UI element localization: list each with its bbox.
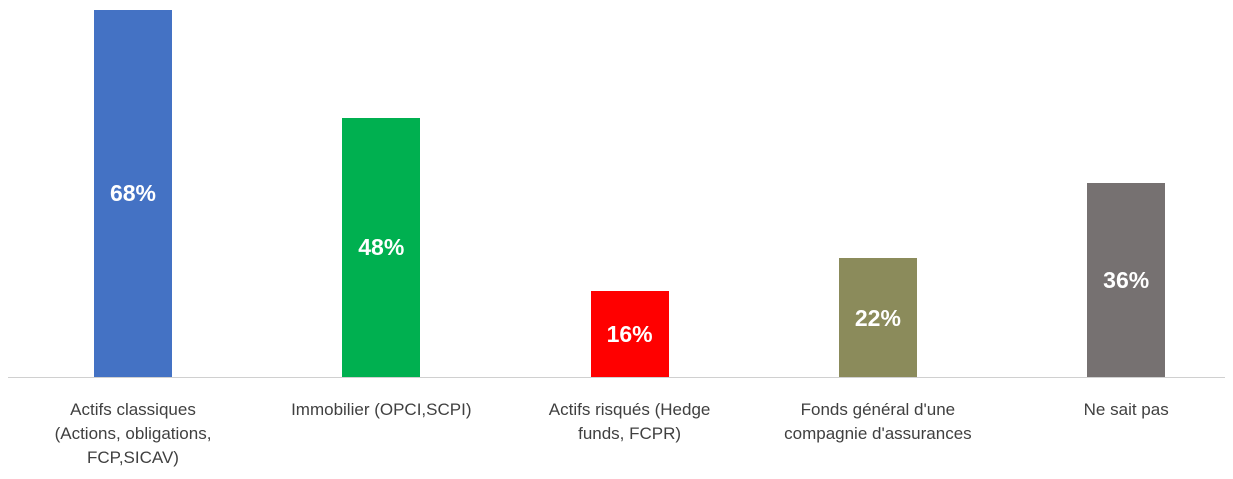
bar	[342, 117, 421, 377]
bar	[590, 290, 669, 377]
data-label: 68%	[109, 180, 157, 207]
bar	[1087, 182, 1166, 377]
data-label: 36%	[1103, 266, 1150, 293]
bar	[838, 258, 917, 377]
x-tick-label: Fonds général d'une compagnie d'assuranc…	[784, 400, 972, 443]
data-label: 22%	[854, 304, 901, 331]
x-axis	[8, 377, 1225, 378]
data-label: 48%	[358, 234, 405, 261]
bar	[94, 9, 172, 377]
x-tick-label: Actifs classiques (Actions, obligations,…	[54, 400, 212, 467]
data-label: 16%	[606, 320, 653, 347]
x-tick-label: Actifs risqués (Hedge funds, FCPR)	[548, 400, 711, 443]
x-tick-label: Ne sait pas	[1083, 400, 1169, 419]
x-tick-label: Immobilier (OPCI,SCPI)	[291, 400, 472, 419]
